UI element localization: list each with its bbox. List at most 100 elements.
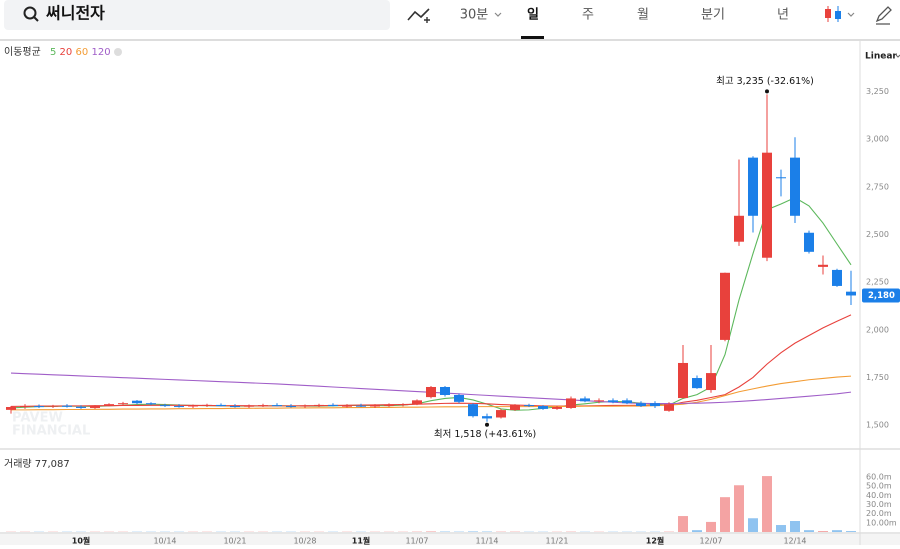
volume-tick-label: 10.00m	[866, 518, 897, 527]
time-axis	[0, 534, 900, 545]
candle-body	[314, 405, 324, 406]
candle-body	[216, 405, 226, 406]
candle-body	[692, 378, 702, 388]
candle-body	[482, 416, 492, 418]
interval-tab[interactable]: 주	[582, 8, 594, 23]
volume-tick-label: 20.0m	[866, 509, 892, 518]
candle-body	[118, 403, 128, 404]
candle-body	[636, 403, 646, 406]
high-annotation: 최고 3,235 (-32.61%)	[716, 76, 814, 87]
candle-body	[748, 158, 758, 216]
candle-body	[132, 401, 142, 403]
candle-body	[202, 405, 212, 406]
x-tick-label: 12월	[646, 536, 665, 546]
candle-body	[300, 405, 310, 406]
candle-body	[594, 400, 604, 401]
volume-bar	[832, 530, 842, 532]
volume-bar	[776, 525, 786, 532]
scale-mode[interactable]: Linear	[865, 52, 897, 62]
candle-body	[426, 387, 436, 397]
candle-body	[720, 273, 730, 340]
interval-tab[interactable]: 30분	[460, 8, 489, 23]
x-tick-label: 10/28	[293, 537, 316, 546]
interval-tab[interactable]: 일	[527, 8, 539, 23]
y-tick-label: 2,750	[866, 182, 889, 191]
legend-entry: 60	[76, 47, 89, 58]
candle-body	[678, 363, 688, 398]
candle-body	[846, 292, 856, 296]
x-tick-label: 12/14	[783, 537, 806, 546]
candle-body	[566, 398, 576, 408]
candle-body	[496, 410, 506, 417]
interval-tab[interactable]: 월	[637, 8, 649, 23]
candle-body	[272, 405, 282, 406]
legend-title: 이동평균	[4, 46, 41, 58]
candle-body	[538, 406, 548, 409]
candle-body	[454, 395, 464, 402]
candle-body	[762, 153, 772, 258]
volume-title: 거래량 77,087	[4, 458, 70, 470]
volume-bar	[706, 522, 716, 532]
interval-tab[interactable]: 년	[777, 8, 789, 23]
legend-close[interactable]	[114, 48, 122, 56]
candle-body	[62, 406, 72, 407]
candle-body	[650, 403, 660, 406]
candle-body	[552, 407, 562, 409]
legend-entry: 20	[60, 47, 73, 58]
interval-tab[interactable]: 분기	[701, 8, 725, 23]
search-text[interactable]: 써니전자	[46, 4, 105, 23]
volume-bar	[748, 518, 758, 532]
x-tick-label: 12/07	[699, 537, 722, 546]
volume-bar	[804, 530, 814, 532]
candle-body	[622, 400, 632, 403]
volume-bar	[846, 531, 856, 532]
candle-body	[160, 405, 170, 406]
y-tick-label: 1,500	[866, 421, 889, 430]
y-tick-label: 3,250	[866, 87, 889, 96]
y-tick-label: 2,500	[866, 230, 889, 239]
volume-bar	[762, 476, 772, 532]
candle-body	[20, 406, 30, 407]
candle-body	[468, 404, 478, 416]
volume-bar	[468, 531, 478, 532]
candle-body	[398, 404, 408, 405]
candle-body	[832, 270, 842, 286]
candle-body	[6, 407, 16, 410]
candle-body	[90, 406, 100, 408]
candle-body	[776, 177, 786, 178]
x-tick-label: 11/14	[475, 537, 498, 546]
candle-body	[580, 398, 590, 401]
x-tick-label: 10월	[72, 536, 91, 546]
high-marker	[765, 89, 769, 93]
volume-tick-label: 50.0m	[866, 482, 892, 491]
volume-bar	[720, 497, 730, 532]
candle-body	[818, 265, 828, 267]
candle-body	[104, 404, 114, 406]
icon-body	[835, 11, 841, 19]
y-tick-label: 1,750	[866, 373, 889, 382]
volume-bar	[426, 531, 436, 532]
icon-body	[825, 9, 831, 18]
candle-body	[356, 406, 366, 407]
candle-body	[328, 405, 338, 406]
candle-body	[370, 405, 380, 406]
candle-body	[608, 400, 618, 402]
candle-body	[734, 216, 744, 242]
volume-tick-label: 60.0m	[866, 473, 892, 482]
candle-body	[230, 406, 240, 407]
candle-body	[286, 406, 296, 407]
volume-bar	[692, 530, 702, 532]
volume-bar	[734, 485, 744, 532]
candle-body	[804, 233, 814, 252]
x-tick-label: 10/14	[153, 537, 176, 546]
candle-body	[342, 406, 352, 407]
candle-body	[706, 373, 716, 390]
legend-entry: 5	[50, 47, 56, 58]
candle-body	[244, 406, 254, 407]
candle-body	[34, 406, 44, 407]
candle-body	[76, 407, 86, 408]
candle-body	[790, 158, 800, 216]
candle-body	[664, 404, 674, 411]
volume-bar	[790, 521, 800, 532]
